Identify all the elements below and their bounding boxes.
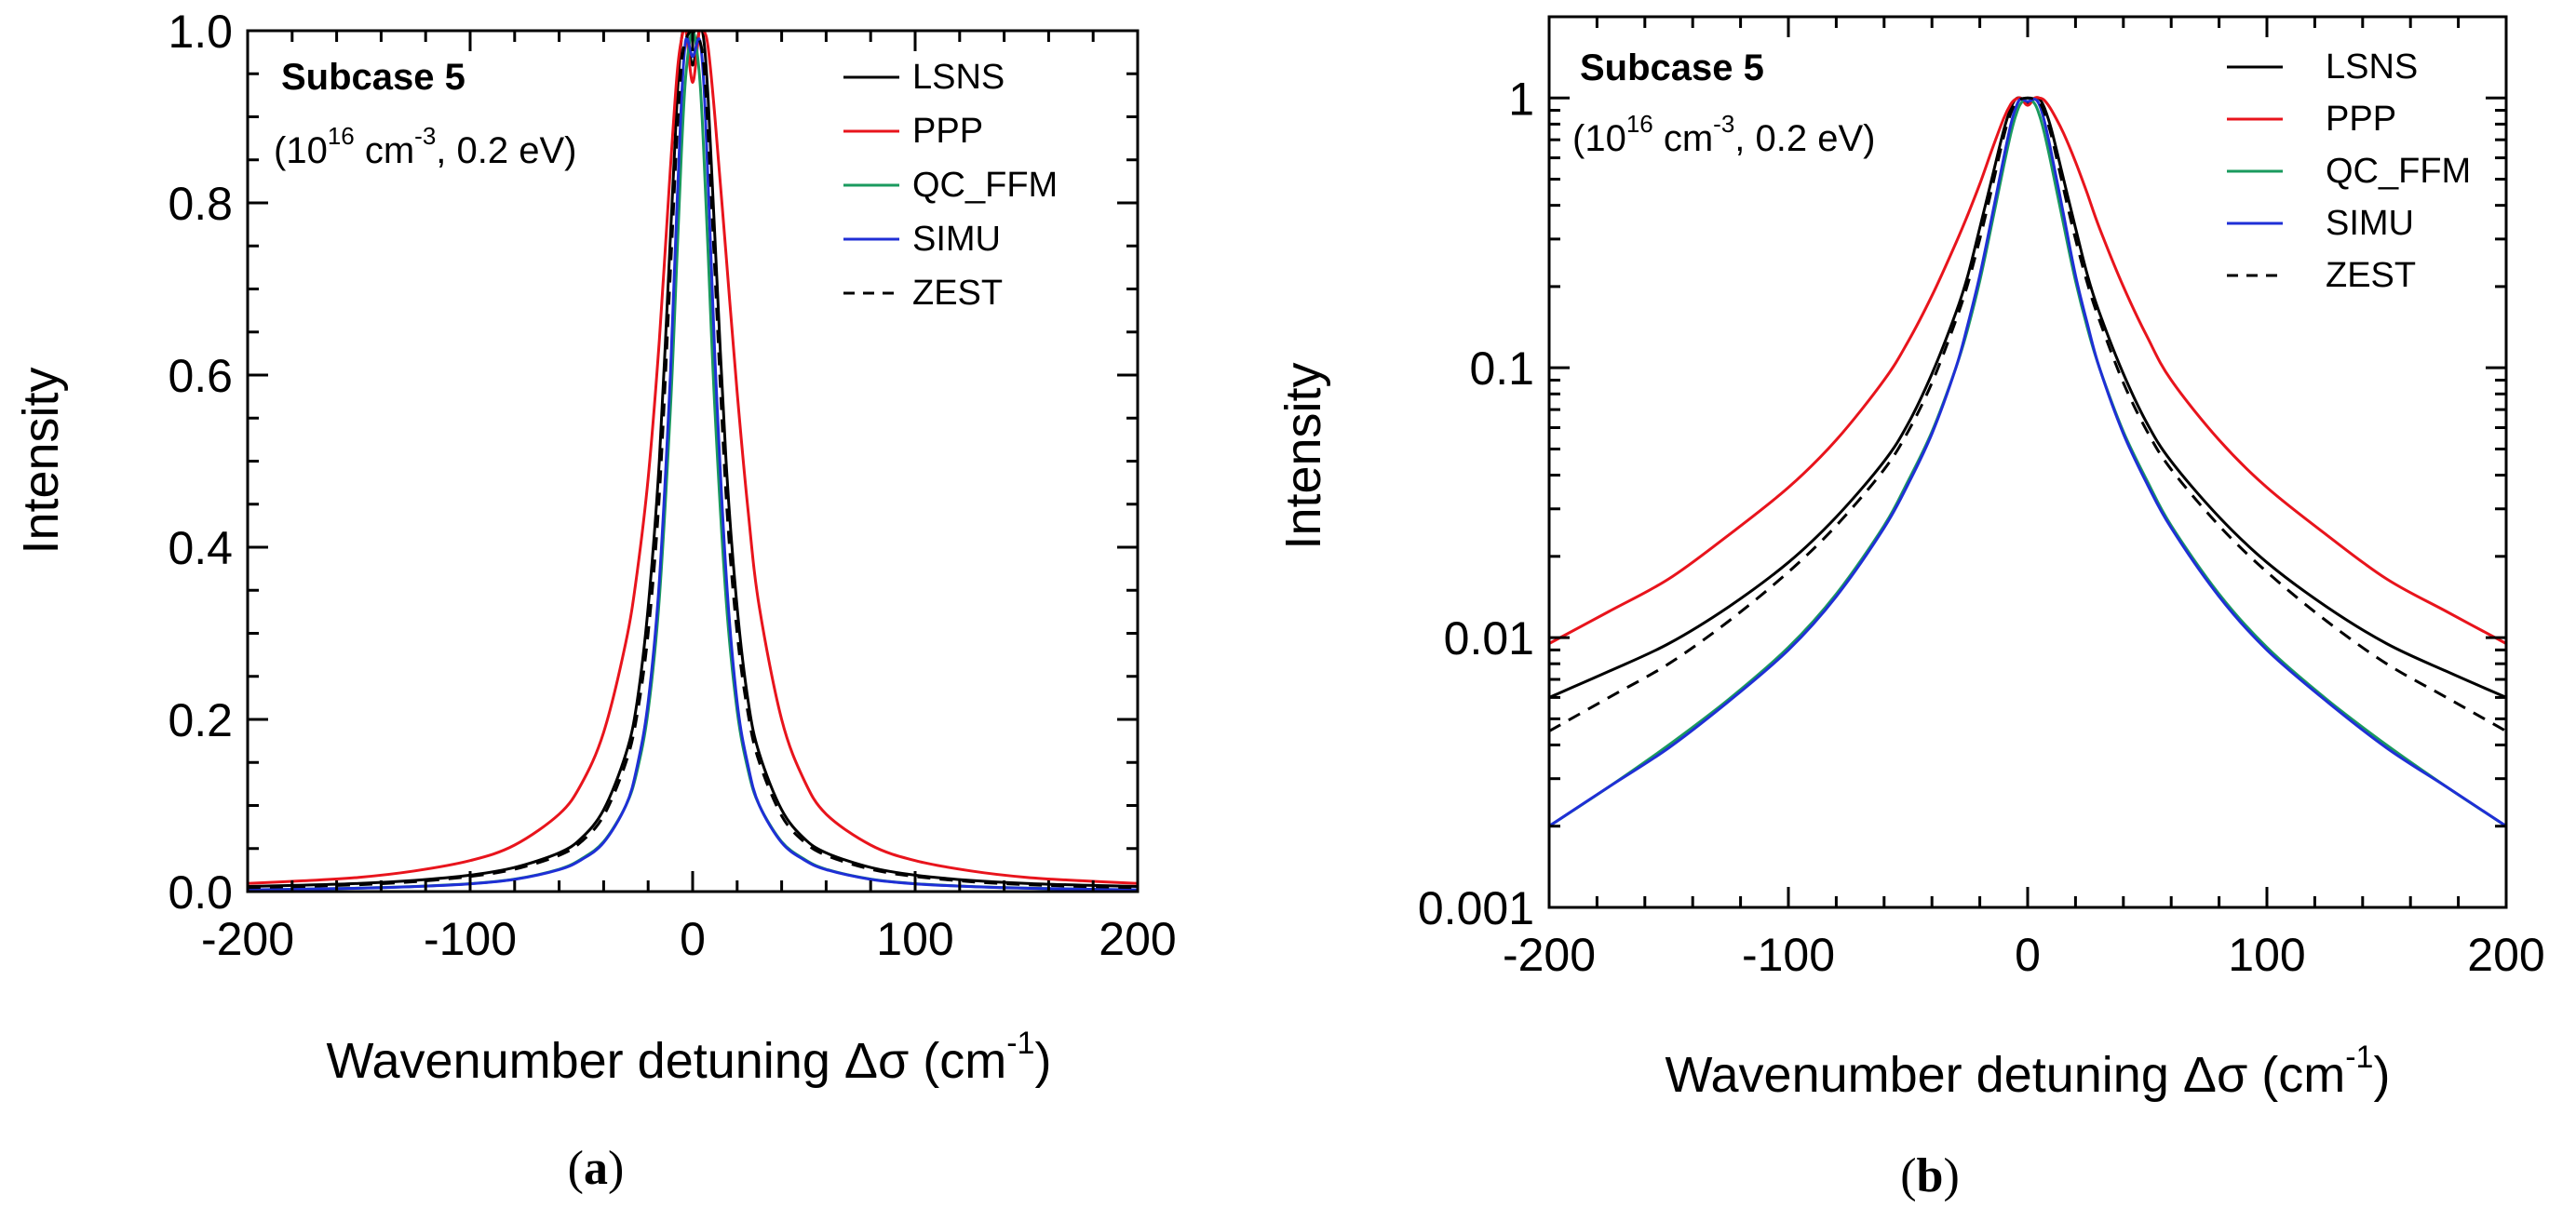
y-tick-label: 0.2 bbox=[168, 694, 233, 746]
series-line-simu bbox=[248, 36, 1138, 892]
series-group bbox=[248, 31, 1138, 892]
y-tick-label: 0.1 bbox=[1469, 342, 1534, 395]
legend-label: PPP bbox=[912, 112, 983, 151]
x-tick-label: -200 bbox=[201, 913, 294, 965]
x-tick-label: -200 bbox=[1503, 929, 1596, 981]
legend-label: QC_FFM bbox=[2326, 152, 2471, 191]
legend-label: SIMU bbox=[2326, 204, 2414, 243]
series-line-simu bbox=[1549, 97, 2506, 827]
panel-label: (a) bbox=[568, 1142, 625, 1195]
series-line-ppp bbox=[1549, 96, 2506, 645]
y-tick-label: 1 bbox=[1508, 73, 1534, 125]
legend-label: ZEST bbox=[912, 274, 1003, 313]
y-tick-label: 0.6 bbox=[168, 350, 233, 402]
x-tick-label: 200 bbox=[1099, 913, 1176, 965]
y-tick-label: 1.0 bbox=[168, 6, 233, 58]
legend-label: QC_FFM bbox=[912, 166, 1058, 205]
x-axis-label: Wavenumber detuning Δσ (cm-1) bbox=[1666, 1040, 2391, 1103]
x-tick-label: 100 bbox=[2228, 929, 2305, 981]
annotation-title: Subcase 5 bbox=[1580, 47, 1764, 88]
annotation-subtitle: (1016 cm-3, 0.2 eV) bbox=[1572, 110, 1876, 159]
series-line-zest bbox=[1549, 96, 2506, 732]
x-tick-label: 0 bbox=[680, 913, 706, 965]
legend-label: SIMU bbox=[912, 220, 1001, 259]
series-group bbox=[1549, 96, 2506, 827]
series-line-lsns bbox=[248, 31, 1138, 888]
y-axis-label: Intensity bbox=[1275, 362, 1331, 549]
x-axis-label: Wavenumber detuning Δσ (cm-1) bbox=[327, 1026, 1052, 1089]
legend-label: PPP bbox=[2326, 100, 2396, 139]
legend: LSNS PPP QC_FFM SIMU ZEST bbox=[843, 58, 1058, 313]
annotation-title: Subcase 5 bbox=[281, 57, 465, 98]
chart-panel-a: -200 -100 0 100 200 0.0 0.2 0.4 0.6 0.8 1.0 Wavenum… bbox=[13, 6, 1177, 1195]
y-tick-label: 0.0 bbox=[168, 866, 233, 919]
legend-label: LSNS bbox=[2326, 47, 2418, 87]
y-tick-label: 0.001 bbox=[1418, 882, 1534, 934]
x-tick-label: -100 bbox=[424, 913, 517, 965]
chart-panel-b: -200 -100 0 100 200 0.001 0.01 0.1 1 Wavenumber d… bbox=[1275, 15, 2545, 1202]
panel-label: (b) bbox=[1900, 1149, 1960, 1202]
y-tick-label: 0.4 bbox=[168, 522, 233, 574]
x-tick-label: -100 bbox=[1742, 929, 1835, 981]
series-line-ppp bbox=[248, 31, 1138, 885]
legend: LSNS PPP QC_FFM SIMU ZEST bbox=[2227, 47, 2471, 295]
x-tick-label: 0 bbox=[2015, 929, 2041, 981]
legend-label: ZEST bbox=[2326, 256, 2416, 295]
y-tick-label: 0.01 bbox=[1444, 612, 1534, 664]
y-axis-label: Intensity bbox=[13, 367, 69, 554]
y-tick-label: 0.8 bbox=[168, 178, 233, 230]
legend-label: LSNS bbox=[912, 58, 1005, 97]
annotation-subtitle: (1016 cm-3, 0.2 eV) bbox=[274, 122, 577, 171]
x-tick-label: 100 bbox=[876, 913, 953, 965]
series-line-zest bbox=[248, 31, 1138, 890]
x-tick-label: 200 bbox=[2467, 929, 2544, 981]
